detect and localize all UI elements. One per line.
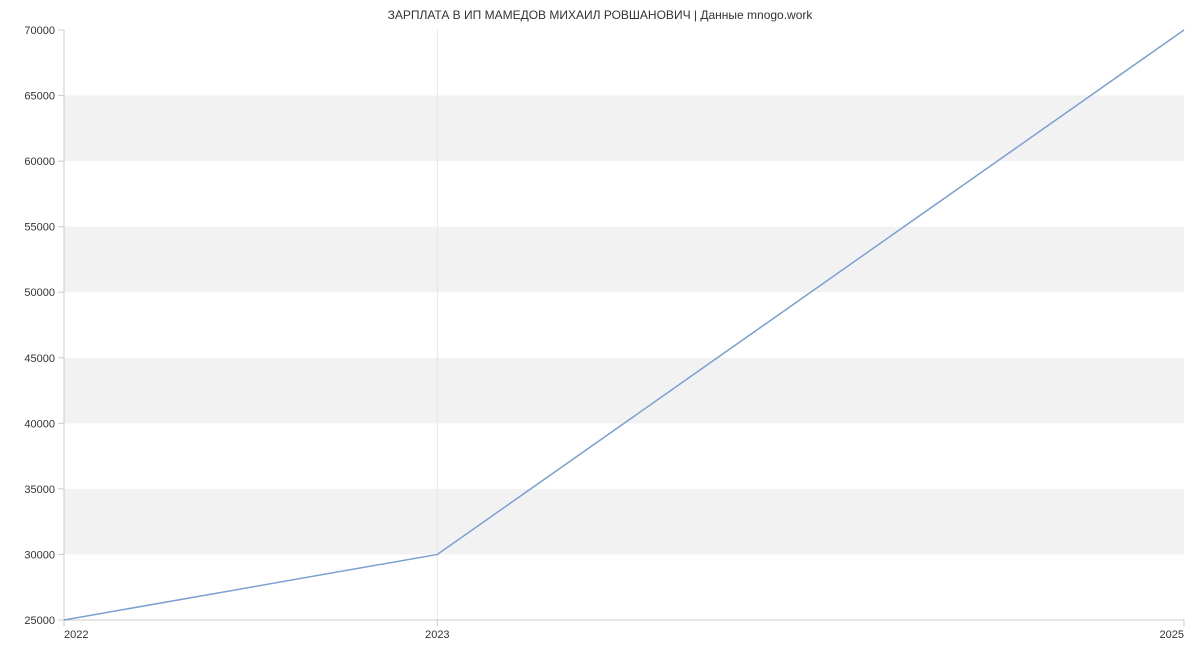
x-tick-label: 2022 (64, 629, 88, 641)
y-tick-label: 50000 (24, 287, 55, 299)
plot-band (64, 96, 1184, 162)
y-tick-label: 35000 (24, 484, 55, 496)
y-tick-label: 55000 (24, 222, 55, 234)
y-tick-label: 60000 (24, 156, 55, 168)
y-tick-label: 40000 (24, 418, 55, 430)
y-tick-label: 70000 (24, 25, 55, 37)
salary-line-chart: ЗАРПЛАТА В ИП МАМЕДОВ МИХАИЛ РОВШАНОВИЧ … (0, 0, 1200, 650)
plot-band (64, 227, 1184, 293)
y-tick-label: 65000 (24, 91, 55, 103)
plot-band (64, 489, 1184, 555)
x-tick-label: 2025 (1160, 629, 1184, 641)
chart-svg: 25000 30000 35000 40000 45000 50000 55000 60000… (0, 0, 1200, 650)
y-tick-label: 25000 (24, 615, 55, 627)
y-tick-label: 45000 (24, 353, 55, 365)
plot-band (64, 358, 1184, 424)
y-tick-label: 30000 (24, 549, 55, 561)
x-tick-label: 2023 (425, 629, 449, 641)
